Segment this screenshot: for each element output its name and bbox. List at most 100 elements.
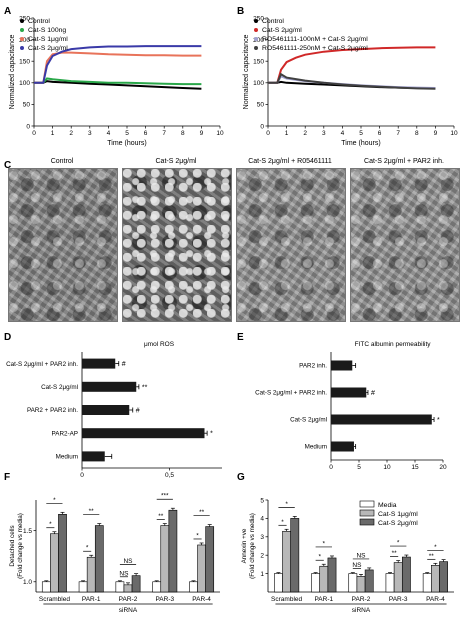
- x-tick-label: 10: [450, 130, 458, 137]
- bar-0: [274, 573, 283, 593]
- x-tick-label: 1: [51, 130, 55, 137]
- legend-label-0: Control: [262, 18, 284, 25]
- panel-letter-a: A: [4, 6, 11, 17]
- legend-label-0: Media: [378, 502, 397, 509]
- significance-mark: *: [53, 497, 56, 504]
- bar-0: [152, 581, 162, 593]
- y-tick-label: 0: [26, 123, 30, 130]
- y-tick-label: 200: [19, 37, 30, 44]
- legend-marker-0: [254, 19, 258, 23]
- significance-mark: #: [136, 408, 140, 415]
- significance-mark: NS: [123, 558, 133, 565]
- category-label: PAR2 inh.: [299, 363, 327, 370]
- y-axis-label: Normalized capacitance: [243, 35, 250, 110]
- bar-2: [401, 556, 411, 593]
- micrograph-title-cat-s-ro: Cat-S 2μg/ml + R05461111: [248, 158, 332, 165]
- category-label: Scrambled: [271, 596, 302, 603]
- y-tick-label: 4: [260, 516, 264, 523]
- legend-swatch-1: [359, 509, 375, 517]
- legend-marker-1: [20, 28, 24, 32]
- bar-2: [439, 561, 448, 593]
- category-label: Cat-S 2μg/ml + PAR2 inh.: [255, 390, 327, 397]
- y-tick-label: 100: [253, 80, 264, 87]
- panel-letter-b: B: [237, 6, 244, 17]
- legend-marker-2: [20, 37, 24, 41]
- significance-mark: **: [392, 550, 398, 557]
- y-tick-label: 100: [19, 80, 30, 87]
- significance-mark: #: [371, 390, 375, 397]
- y-tick-label: 150: [19, 59, 30, 66]
- significance-mark: *: [434, 544, 437, 551]
- bar-2: [168, 509, 178, 593]
- bar-2: [94, 525, 104, 593]
- bar-0: [115, 581, 125, 593]
- y-tick-label: 250: [19, 15, 30, 22]
- bar-0: [385, 573, 395, 593]
- significance-mark: *: [318, 554, 321, 561]
- category-label: Medium: [305, 444, 327, 451]
- panel-letter-c: C: [4, 160, 11, 171]
- category-label: Scrambled: [39, 596, 70, 603]
- legend-marker-0: [20, 19, 24, 23]
- legend-label-2: Cat-S 2μg/ml: [378, 520, 418, 527]
- bar-1: [82, 381, 137, 392]
- x-tick-label: 9: [434, 130, 438, 137]
- bar-1: [197, 544, 206, 593]
- category-label: PAR-4: [426, 596, 445, 603]
- panel-letter-g: G: [237, 472, 245, 483]
- x-tick-label: 3: [322, 130, 326, 137]
- bar-1: [331, 387, 367, 398]
- y-tick-label: 3: [260, 534, 264, 541]
- legend-marker-3: [20, 46, 24, 50]
- legend-marker-1: [254, 28, 258, 32]
- bar-0: [422, 573, 432, 593]
- micrograph-title-cat-s-par2: Cat-S 2μg/ml + PAR2 inh.: [364, 158, 444, 165]
- x-tick-label: 1: [285, 130, 289, 137]
- legend-marker-2: [254, 37, 258, 41]
- significance-mark: #: [122, 361, 126, 368]
- x-tick-label: 10: [216, 130, 224, 137]
- category-label: PAR-4: [192, 596, 211, 603]
- category-label: Cat-S 2μg/ml: [41, 384, 78, 391]
- y-tick-label: 0: [260, 123, 264, 130]
- series-line-2: [34, 51, 202, 84]
- y-axis-label: Detached cells: [9, 525, 16, 566]
- category-label: PAR-2: [352, 596, 371, 603]
- y-tick-label: 1.5: [23, 528, 32, 535]
- bar-0: [82, 358, 116, 369]
- bar-1: [282, 530, 291, 593]
- chart-f: 1.0 1.5 Detached cells (Fold change vs medi…: [9, 493, 220, 614]
- x-tick-label: 9: [200, 130, 204, 137]
- significance-mark: **: [199, 509, 205, 516]
- category-label: PAR-1: [314, 596, 333, 603]
- legend-label-3: Cat-S 2μg/ml: [28, 45, 68, 52]
- panel-letter-f: F: [4, 472, 10, 483]
- y-tick-label: 1: [260, 571, 264, 578]
- micrograph-title-control: Control: [51, 158, 74, 165]
- x-tick-label: 2: [69, 130, 73, 137]
- x-axis-label: siRNA: [352, 607, 371, 614]
- y-tick-label: 2: [260, 553, 264, 560]
- bar-1: [393, 562, 403, 593]
- legend-label-1: Cat-S 2μg/ml: [262, 27, 302, 34]
- y-tick-label: 50: [257, 102, 265, 109]
- chart-e: FITC albumin permeability 0 5 10 15 20 PAR2 in…: [255, 341, 447, 471]
- micrograph-cat-s-par2: [350, 168, 460, 322]
- bar-0: [311, 573, 321, 593]
- series-line-1: [268, 46, 436, 84]
- x-tick-label: 4: [107, 130, 111, 137]
- x-tick-label: 5: [125, 130, 129, 137]
- x-tick-label: 10: [383, 464, 391, 471]
- series-line-3: [268, 72, 436, 90]
- x-axis-label: siRNA: [119, 607, 138, 614]
- series-line-3: [34, 45, 202, 84]
- panel-letter-d: D: [4, 332, 11, 343]
- bar-1: [431, 565, 440, 593]
- significance-mark: NS: [352, 562, 362, 569]
- panel-letter-e: E: [237, 332, 244, 343]
- series-line-0: [34, 80, 202, 90]
- x-tick-label: 15: [411, 464, 419, 471]
